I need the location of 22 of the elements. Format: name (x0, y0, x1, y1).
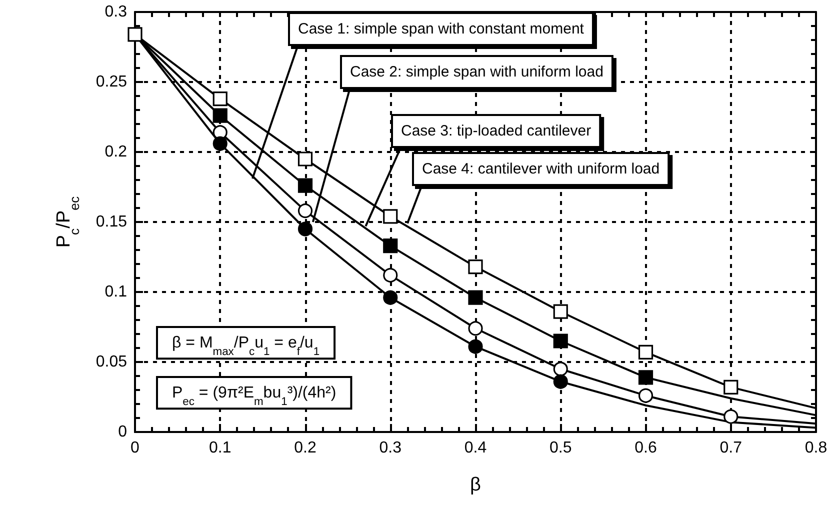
x-tick-label: 0.3 (379, 440, 402, 456)
x-tick-label: 0 (130, 440, 140, 456)
x-tick-label: 0.5 (550, 440, 572, 456)
y-tick-label: 0.3 (104, 4, 128, 20)
x-tick-label: 0.6 (634, 440, 657, 456)
annotation: Case 2: simple span with uniform load (350, 64, 604, 80)
x-tick-label: 0.2 (294, 440, 316, 456)
y-tick-label: 0.05 (96, 354, 128, 370)
x-tick-label: 0.7 (720, 440, 742, 456)
y-tick-label: 0.1 (104, 284, 128, 300)
y-tick-label: 0.2 (104, 144, 128, 160)
x-axis-title: β (470, 474, 482, 496)
annotation: Case 4: cantilever with uniform load (422, 160, 660, 178)
y-tick-label: 0.25 (96, 74, 128, 90)
y-axis-title: Pc/Pec (53, 196, 82, 248)
x-tick-label: 0.1 (209, 440, 232, 456)
annotation: Case 3: tip-loaded cantilever (401, 122, 592, 140)
y-tick-label: 0 (118, 424, 128, 440)
annotation: Case 1: simple span with constant moment (298, 20, 585, 38)
x-tick-label: 0.8 (804, 440, 828, 456)
y-tick-label: 0.15 (96, 214, 128, 230)
x-tick-label: 0.4 (464, 440, 487, 456)
